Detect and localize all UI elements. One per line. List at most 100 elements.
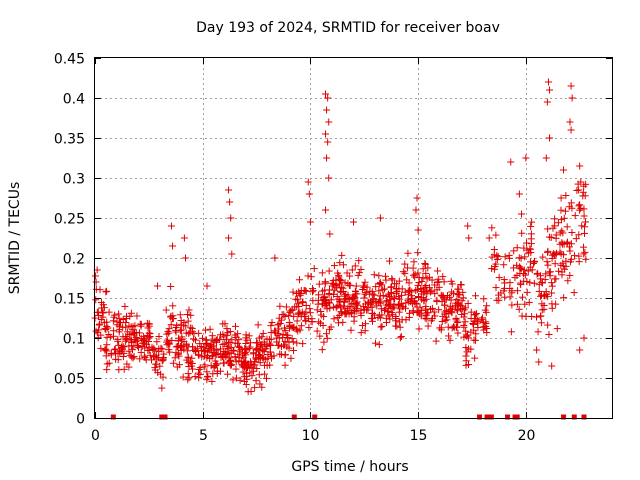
data-point xyxy=(325,174,333,182)
data-point xyxy=(216,336,224,344)
data-point xyxy=(465,345,473,353)
data-point xyxy=(304,272,312,280)
data-point xyxy=(299,298,307,306)
data-point xyxy=(114,349,122,357)
data-point xyxy=(176,327,184,335)
data-point xyxy=(103,287,111,295)
data-point xyxy=(460,333,468,341)
data-point xyxy=(195,329,203,337)
data-point xyxy=(128,353,136,361)
data-point xyxy=(226,328,234,336)
data-point xyxy=(335,297,343,305)
data-point xyxy=(286,307,294,315)
data-point xyxy=(130,331,138,339)
data-point xyxy=(238,352,246,360)
y-tick-label: 0.45 xyxy=(54,52,85,68)
data-point xyxy=(567,82,575,90)
data-point xyxy=(252,339,260,347)
data-point xyxy=(439,273,447,281)
data-point xyxy=(567,126,575,134)
data-point xyxy=(320,313,328,321)
data-point xyxy=(137,320,145,328)
data-point xyxy=(99,309,107,317)
data-point xyxy=(248,363,256,371)
data-point xyxy=(544,248,552,256)
data-point xyxy=(121,302,129,310)
data-point xyxy=(318,346,326,354)
data-point xyxy=(550,250,558,258)
data-point xyxy=(411,270,419,278)
data-point xyxy=(442,307,450,315)
data-point xyxy=(110,346,118,354)
data-point xyxy=(186,328,194,336)
data-point xyxy=(304,178,312,186)
data-point xyxy=(293,303,301,311)
data-point xyxy=(307,273,315,281)
data-point xyxy=(251,384,259,392)
data-point xyxy=(576,346,584,354)
data-point xyxy=(491,263,499,271)
data-point xyxy=(314,300,322,308)
plot-frame xyxy=(94,57,613,419)
data-point xyxy=(97,304,105,312)
data-point xyxy=(571,212,579,220)
data-point xyxy=(187,324,195,332)
chart-title: Day 193 of 2024, SRMTID for receiver boa… xyxy=(196,20,500,36)
data-point xyxy=(125,322,133,330)
data-point xyxy=(462,327,470,335)
data-point xyxy=(533,270,541,278)
data-point xyxy=(306,305,314,313)
data-point xyxy=(430,308,438,316)
data-point xyxy=(538,278,546,286)
data-point xyxy=(352,299,360,307)
data-point xyxy=(201,347,209,355)
data-point xyxy=(579,192,587,200)
data-point xyxy=(382,276,390,284)
data-point xyxy=(563,239,571,247)
data-point xyxy=(360,282,368,290)
data-point xyxy=(404,264,412,272)
grid-lines xyxy=(95,58,612,418)
data-point xyxy=(447,308,455,316)
data-point xyxy=(534,269,542,277)
data-point xyxy=(577,178,585,186)
data-point xyxy=(97,315,105,323)
data-point xyxy=(115,310,123,318)
data-point xyxy=(94,334,102,342)
data-point xyxy=(140,332,148,340)
data-point xyxy=(139,339,147,347)
data-point xyxy=(506,279,514,287)
data-point xyxy=(539,253,547,261)
data-point xyxy=(243,369,251,377)
data-point xyxy=(137,348,145,356)
data-point xyxy=(274,321,282,329)
data-point xyxy=(157,344,165,352)
data-point xyxy=(462,304,470,312)
data-point xyxy=(567,255,575,263)
data-point xyxy=(416,310,424,318)
data-point xyxy=(546,134,554,142)
data-point xyxy=(172,324,180,332)
data-point xyxy=(293,317,301,325)
data-point xyxy=(379,286,387,294)
data-point xyxy=(510,247,518,255)
data-point xyxy=(212,360,220,368)
data-point xyxy=(493,256,501,264)
data-point xyxy=(426,284,434,292)
data-point xyxy=(419,286,427,294)
data-point xyxy=(576,162,584,170)
data-point xyxy=(95,312,103,320)
data-point xyxy=(377,323,385,331)
data-point xyxy=(438,318,446,326)
data-point xyxy=(232,374,240,382)
data-point xyxy=(224,370,232,378)
data-point xyxy=(236,376,244,384)
data-point xyxy=(296,309,304,317)
data-point xyxy=(501,253,509,261)
data-point xyxy=(442,313,450,321)
data-point xyxy=(252,377,260,385)
data-point xyxy=(548,282,556,290)
data-point xyxy=(258,340,266,348)
data-point xyxy=(274,341,282,349)
data-point xyxy=(285,312,293,320)
